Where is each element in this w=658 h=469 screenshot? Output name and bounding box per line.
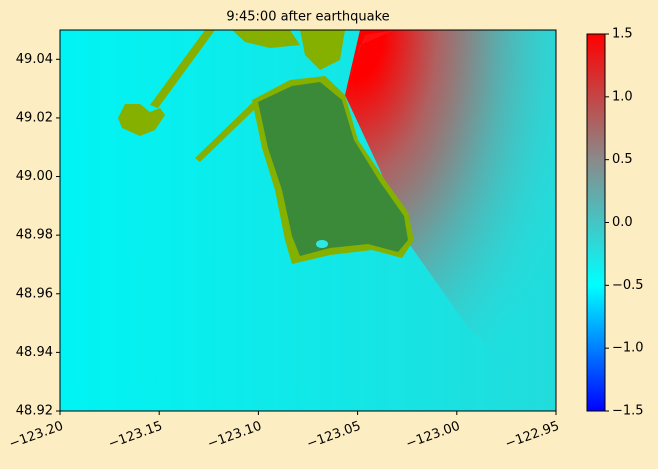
colorbar-tick-label: −1.0 <box>612 341 644 356</box>
plot-frame <box>59 29 557 412</box>
map <box>60 30 556 411</box>
y-tick-label: 48.98 <box>16 228 53 243</box>
colorbar-tick-label: 0.0 <box>612 215 633 230</box>
x-tick-label: −123.20 <box>7 419 65 452</box>
colorbar <box>586 33 606 412</box>
colorbar-tick-label: 0.5 <box>612 152 633 167</box>
y-tick-label: 48.94 <box>16 345 53 360</box>
y-tick-label: 48.92 <box>16 404 53 419</box>
colorbar-tick-label: 1.0 <box>612 89 633 104</box>
y-tick-label: 48.96 <box>16 286 53 301</box>
x-tick-label: −123.05 <box>305 419 363 452</box>
y-tick-label: 49.00 <box>16 169 53 184</box>
x-tick-label: −123.15 <box>106 419 164 452</box>
x-tick-label: −123.00 <box>404 419 462 452</box>
y-tick-label: 49.04 <box>16 52 53 67</box>
x-tick-label: −122.95 <box>503 419 561 452</box>
x-tick-label: −123.10 <box>206 419 264 452</box>
colorbar-tick-label: 1.5 <box>612 27 633 42</box>
colorbar-tick-label: −0.5 <box>612 278 644 293</box>
y-tick-label: 49.02 <box>16 110 53 125</box>
colorbar-tick-label: −1.5 <box>612 404 644 419</box>
chart-title: 9:45:00 after earthquake <box>226 10 389 25</box>
